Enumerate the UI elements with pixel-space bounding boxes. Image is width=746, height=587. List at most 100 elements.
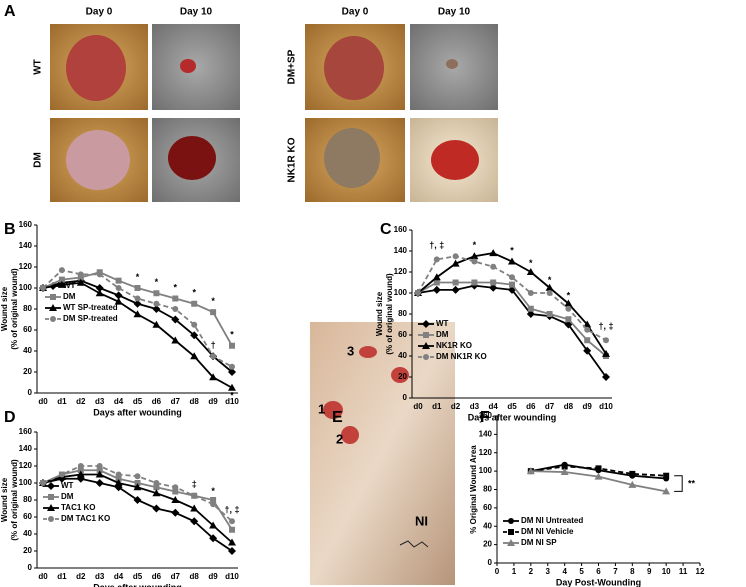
marker xyxy=(594,472,603,480)
marker xyxy=(172,488,179,495)
wound xyxy=(431,140,479,180)
x-tick-label: d10 xyxy=(225,397,239,406)
marker xyxy=(526,467,535,475)
legend-label: WT xyxy=(61,481,74,490)
legend-label: DM TAC1 KO xyxy=(61,514,110,523)
y-tick-label: 80 xyxy=(23,304,32,313)
x-tick-label: 12 xyxy=(696,567,705,576)
wound-label: 3 xyxy=(347,343,354,358)
y-tick-label: 100 xyxy=(479,466,493,475)
marker xyxy=(228,383,236,391)
legend-label: TAC1 KO xyxy=(61,503,96,512)
marker xyxy=(58,267,65,274)
marker xyxy=(191,492,198,499)
wound xyxy=(180,59,196,73)
annotation: † xyxy=(211,340,216,350)
marker xyxy=(153,480,160,486)
y-axis-title: Wound size xyxy=(375,291,384,336)
x-tick-label: d0 xyxy=(413,402,423,411)
y-tick-label: 20 xyxy=(23,367,32,376)
x-tick-label: d6 xyxy=(152,397,162,406)
marker xyxy=(595,465,602,472)
marker xyxy=(191,300,198,307)
marker xyxy=(509,281,515,288)
x-tick-label: d3 xyxy=(95,397,105,406)
panel-label: F xyxy=(480,409,490,426)
x-tick-label: 9 xyxy=(647,567,652,576)
wound-label: 1 xyxy=(318,401,325,416)
annotation: * xyxy=(567,291,571,301)
marker xyxy=(210,501,217,508)
y-tick-label: 80 xyxy=(398,309,407,318)
legend-label: WT SP-treated xyxy=(63,303,118,312)
marker xyxy=(452,279,459,286)
marker xyxy=(423,332,429,338)
row-label: WT xyxy=(33,59,44,75)
y-tick-label: 140 xyxy=(394,246,408,255)
marker xyxy=(565,316,572,323)
x-tick-label: d2 xyxy=(451,402,461,411)
x-tick-label: d4 xyxy=(114,397,124,406)
marker xyxy=(509,274,515,281)
y-tick-label: 100 xyxy=(19,478,33,487)
wound xyxy=(324,36,384,100)
x-tick-label: d9 xyxy=(583,402,593,411)
marker xyxy=(115,475,122,482)
x-tick-label: 6 xyxy=(596,567,601,576)
annotation: †, ‡ xyxy=(224,505,239,515)
x-tick-label: d7 xyxy=(171,397,181,406)
marker xyxy=(40,285,46,291)
marker xyxy=(490,263,497,270)
marker xyxy=(452,253,459,260)
y-tick-label: 20 xyxy=(23,546,32,555)
y-tick-label: 80 xyxy=(23,495,32,504)
y-tick-label: 160 xyxy=(19,427,33,436)
annotation: * xyxy=(211,486,215,496)
marker xyxy=(565,305,572,312)
legend-label: DM NK1R KO xyxy=(436,352,487,361)
x-tick-label: d1 xyxy=(432,402,442,411)
x-tick-label: d3 xyxy=(95,572,105,581)
marker xyxy=(172,306,179,312)
marker xyxy=(433,256,440,263)
marker xyxy=(191,321,198,328)
marker xyxy=(422,342,430,349)
marker xyxy=(152,320,161,328)
marker xyxy=(422,320,430,328)
annotation: ‡ xyxy=(192,479,197,489)
chart: 0 20 40 60 80 100 120 140 160 d0 d1 d2 d3 d4 d5 d6 d7 d8 d… xyxy=(0,220,239,417)
marker xyxy=(526,268,535,275)
y-tick-label: 120 xyxy=(479,448,493,457)
marker xyxy=(153,484,160,491)
marker xyxy=(564,299,573,307)
marker xyxy=(47,482,55,490)
marker xyxy=(171,496,180,503)
legend-label: WT xyxy=(63,281,76,290)
marker xyxy=(134,295,141,302)
marker xyxy=(172,295,179,302)
y-tick-label: 160 xyxy=(479,411,493,420)
annotation: * xyxy=(174,282,178,292)
marker xyxy=(76,470,85,478)
y-tick-label: 40 xyxy=(483,521,492,530)
series-line xyxy=(42,269,233,368)
marker xyxy=(229,518,235,525)
y-tick-label: 80 xyxy=(483,485,492,494)
photo xyxy=(310,322,455,585)
marker xyxy=(171,336,180,344)
marker xyxy=(545,283,554,291)
marker xyxy=(133,299,142,308)
x-tick-label: 3 xyxy=(546,567,551,576)
marker xyxy=(210,353,217,360)
marker xyxy=(489,249,498,257)
panel-label: B xyxy=(4,221,16,238)
y-tick-label: 120 xyxy=(394,267,408,276)
row-label: NK1R KO xyxy=(287,137,298,182)
x-tick-label: d4 xyxy=(489,402,499,411)
marker xyxy=(662,487,671,495)
photo-grid xyxy=(50,24,498,585)
marker xyxy=(152,504,161,513)
x-tick-label: d3 xyxy=(470,402,480,411)
annotation: * xyxy=(230,391,234,401)
